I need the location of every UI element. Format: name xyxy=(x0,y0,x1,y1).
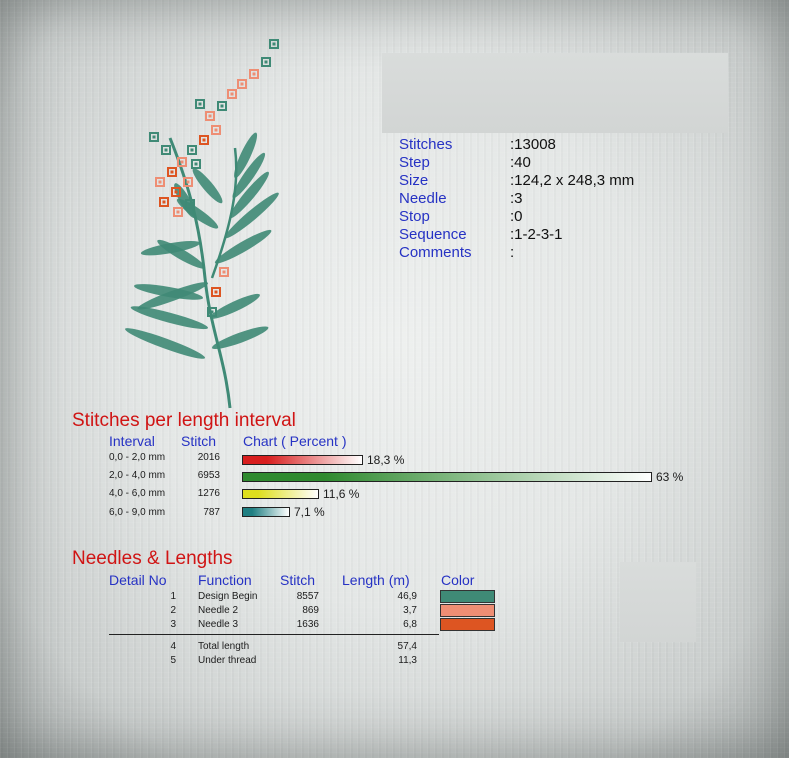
needle-function: Design Begin xyxy=(198,591,258,602)
interval-percent: 63 % xyxy=(656,470,684,484)
info-label: Comments xyxy=(399,244,472,261)
needle-color-swatch xyxy=(440,590,495,603)
function-header: Function xyxy=(198,572,252,588)
interval-range: 4,0 - 6,0 mm xyxy=(109,488,166,499)
chart-header: Chart ( Percent ) xyxy=(243,433,347,449)
info-row-needle: Needle :3 xyxy=(399,190,634,208)
info-value: :0 xyxy=(510,208,523,225)
info-value: :124,2 x 248,3 mm xyxy=(510,172,635,189)
interval-percent: 7,1 % xyxy=(294,505,325,519)
needles-title: Needles & Lengths xyxy=(72,548,233,569)
info-value: : xyxy=(510,244,515,261)
top-gray-panel xyxy=(382,53,728,133)
interval-bar xyxy=(242,507,290,517)
length-header: Length (m) xyxy=(342,572,410,588)
needle-detail-no: 2 xyxy=(170,605,176,616)
design-info: Stitches :13008 Step :40 Size :124,2 x 248,… xyxy=(399,136,634,262)
interval-percent: 18,3 % xyxy=(367,453,405,467)
info-label: Stitches xyxy=(399,136,453,153)
totals-divider xyxy=(109,634,439,635)
info-row-step: Step :40 xyxy=(399,154,634,172)
needle-function: Needle 2 xyxy=(198,605,239,616)
needle-stitch: 8557 xyxy=(296,591,319,602)
info-row-size: Size :124,2 x 248,3 mm xyxy=(399,172,634,190)
needle-length: 3,7 xyxy=(403,605,417,616)
info-row-stitches: Stitches :13008 xyxy=(399,136,634,154)
color-header: Color xyxy=(441,572,475,588)
interval-bar xyxy=(242,472,652,482)
needle-stitch: 1636 xyxy=(296,619,319,630)
info-label: Stop xyxy=(399,208,430,225)
info-value: :13008 xyxy=(510,136,556,153)
info-value: :3 xyxy=(510,190,523,207)
needle-length: 6,8 xyxy=(403,619,417,630)
total-function: Under thread xyxy=(198,655,257,666)
interval-range: 2,0 - 4,0 mm xyxy=(109,470,166,481)
needle-color-swatch xyxy=(440,618,495,631)
total-detail-no: 5 xyxy=(170,655,176,666)
info-label: Sequence xyxy=(399,226,467,243)
interval-stitch-count: 6953 xyxy=(197,470,220,481)
needle-stitch: 869 xyxy=(302,605,319,616)
info-label: Needle xyxy=(399,190,447,207)
interval-range: 6,0 - 9,0 mm xyxy=(109,507,166,518)
interval-stitch-count: 787 xyxy=(203,507,220,518)
needle-length: 46,9 xyxy=(397,591,417,602)
info-label: Size xyxy=(399,172,429,189)
intervals-title: Stitches per length interval xyxy=(72,410,296,431)
total-detail-no: 4 xyxy=(170,641,176,652)
info-row-stop: Stop :0 xyxy=(399,208,634,226)
total-length: 57,4 xyxy=(397,641,417,652)
total-function: Total length xyxy=(198,641,250,652)
info-row-sequence: Sequence :1-2-3-1 xyxy=(399,226,634,244)
info-row-comments: Comments: xyxy=(399,244,634,262)
interval-header: Interval xyxy=(109,433,155,449)
interval-bar xyxy=(242,455,363,465)
total-length: 11,3 xyxy=(398,655,417,666)
info-value: :1-2-3-1 xyxy=(510,226,563,243)
interval-stitch-count: 2016 xyxy=(197,452,220,463)
right-gray-panel xyxy=(620,562,696,642)
needle-detail-no: 3 xyxy=(170,619,176,630)
info-value: :40 xyxy=(510,154,531,171)
stitch-header: Stitch xyxy=(181,433,217,449)
interval-percent: 11,6 % xyxy=(323,487,360,501)
detail-no-header: Detail No xyxy=(109,572,167,588)
interval-bar xyxy=(242,489,319,499)
interval-range: 0,0 - 2,0 mm xyxy=(109,452,166,463)
needle-detail-no: 1 xyxy=(170,591,176,602)
info-label: Step xyxy=(399,154,430,171)
embroidery-design-preview xyxy=(125,39,279,409)
needle-function: Needle 3 xyxy=(198,619,239,630)
stitch-header: Stitch xyxy=(280,572,316,588)
needle-color-swatch xyxy=(440,604,495,617)
interval-stitch-count: 1276 xyxy=(197,488,220,499)
